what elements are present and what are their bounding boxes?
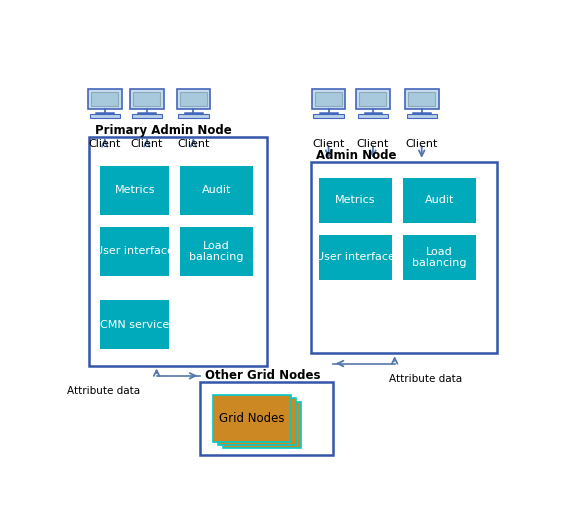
FancyBboxPatch shape (315, 92, 342, 106)
Text: Audit: Audit (202, 185, 231, 195)
FancyBboxPatch shape (180, 92, 207, 106)
FancyBboxPatch shape (178, 114, 209, 118)
FancyBboxPatch shape (356, 89, 390, 109)
Text: Client: Client (357, 139, 389, 149)
Text: Audit: Audit (425, 196, 454, 205)
FancyBboxPatch shape (405, 89, 439, 109)
FancyBboxPatch shape (130, 89, 164, 109)
Text: Client: Client (130, 139, 163, 149)
Text: Admin Node: Admin Node (316, 148, 397, 162)
FancyBboxPatch shape (223, 402, 301, 448)
Text: CMN service: CMN service (100, 320, 169, 330)
Bar (200, 382, 333, 455)
Bar (319, 235, 392, 280)
Bar (403, 235, 476, 280)
Bar (100, 165, 169, 215)
FancyBboxPatch shape (177, 89, 210, 109)
Bar (180, 227, 253, 276)
Text: Other Grid Nodes: Other Grid Nodes (205, 369, 321, 382)
FancyBboxPatch shape (133, 92, 160, 106)
FancyBboxPatch shape (219, 398, 296, 445)
Text: Attribute data: Attribute data (67, 386, 140, 396)
Text: Client: Client (406, 139, 438, 149)
Text: User interface: User interface (316, 252, 395, 262)
Text: Client: Client (312, 139, 345, 149)
Text: User interface: User interface (95, 246, 174, 257)
FancyBboxPatch shape (88, 89, 122, 109)
FancyBboxPatch shape (359, 92, 387, 106)
FancyBboxPatch shape (312, 89, 345, 109)
Text: Metrics: Metrics (335, 196, 376, 205)
Text: Client: Client (89, 139, 121, 149)
Bar (100, 227, 169, 276)
Text: Attribute data: Attribute data (389, 374, 462, 384)
FancyBboxPatch shape (132, 114, 162, 118)
Text: Load
balancing: Load balancing (189, 241, 244, 262)
Text: Primary Admin Node: Primary Admin Node (94, 124, 231, 137)
Bar (180, 165, 253, 215)
Bar (319, 178, 392, 223)
FancyBboxPatch shape (313, 114, 344, 118)
FancyBboxPatch shape (408, 92, 435, 106)
Text: Client: Client (177, 139, 209, 149)
Bar (403, 178, 476, 223)
Bar (100, 301, 169, 349)
FancyBboxPatch shape (407, 114, 437, 118)
FancyBboxPatch shape (213, 395, 291, 442)
Bar (89, 137, 267, 366)
Bar (311, 162, 497, 354)
Text: Load
balancing: Load balancing (412, 246, 467, 268)
FancyBboxPatch shape (92, 92, 118, 106)
FancyBboxPatch shape (358, 114, 388, 118)
FancyBboxPatch shape (90, 114, 120, 118)
Text: Grid Nodes: Grid Nodes (220, 412, 285, 425)
Text: Metrics: Metrics (114, 185, 155, 195)
